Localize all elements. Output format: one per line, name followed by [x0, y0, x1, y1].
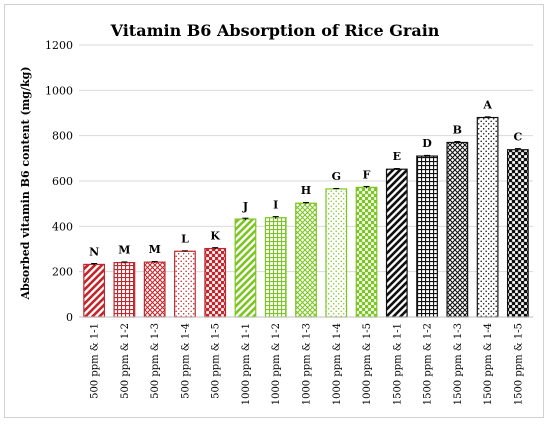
bar: [476, 116, 499, 318]
bar: [204, 247, 227, 318]
significance-letter: B: [453, 123, 462, 136]
bar: [143, 261, 166, 318]
bar: [355, 186, 378, 318]
x-tick-label: 1500 ppm & 1-5: [513, 323, 524, 405]
x-tick-label: 500 ppm & 1-5: [211, 323, 222, 399]
x-tick-label: 1000 ppm & 1-5: [362, 323, 373, 405]
significance-letter: K: [210, 230, 220, 243]
bar: [506, 149, 529, 318]
x-tick-label: 500 ppm & 1-2: [120, 323, 131, 399]
y-tick-label: 0: [66, 311, 73, 324]
y-tick-label: 400: [52, 220, 73, 233]
significance-letter: F: [363, 168, 371, 181]
chart-frame: Vitamin B6 Absorption of Rice Grain Abso…: [4, 4, 544, 418]
x-axis-ticks: 500 ppm & 1-1 500 ppm & 1-2 500 ppm & 1-3 5…: [90, 323, 525, 405]
y-tick-label: 800: [52, 130, 73, 143]
bar: [325, 188, 348, 318]
x-tick-label: 1000 ppm & 1-3: [302, 323, 313, 405]
bar: [416, 155, 438, 318]
x-tick-label: 500 ppm & 1-3: [150, 323, 161, 399]
chart-title: Vitamin B6 Absorption of Rice Grain: [110, 21, 440, 40]
significance-letter: H: [301, 184, 311, 197]
significance-letter: N: [89, 245, 99, 258]
significance-letter: E: [393, 150, 401, 163]
y-tick-label: 1000: [45, 84, 73, 97]
significance-letter: L: [181, 232, 189, 245]
x-tick-label: 1500 ppm & 1-1: [392, 323, 403, 405]
significance-letter: I: [273, 199, 278, 212]
bar: [264, 217, 287, 318]
significance-letter: A: [482, 99, 492, 112]
bar: [83, 263, 106, 318]
significance-letter: M: [118, 244, 130, 257]
bar: [385, 168, 408, 318]
bar-chart: Vitamin B6 Absorption of Rice Grain Abso…: [19, 21, 533, 405]
y-tick-label: 200: [52, 266, 73, 279]
bar: [174, 250, 196, 318]
x-tick-label: 1000 ppm & 1-1: [241, 323, 252, 405]
x-tick-label: 1500 ppm & 1-2: [423, 323, 434, 405]
bars: N M M L K J I H G F E D B A C: [83, 99, 529, 318]
x-tick-label: 500 ppm & 1-4: [180, 323, 191, 399]
y-axis-ticks: 0 200 400 600 800 1000 1200: [45, 39, 73, 324]
x-tick-label: 1500 ppm & 1-4: [483, 323, 494, 405]
y-tick-label: 600: [52, 175, 73, 188]
x-tick-label: 1000 ppm & 1-2: [271, 323, 282, 405]
x-tick-label: 500 ppm & 1-1: [90, 323, 101, 399]
x-tick-label: 1000 ppm & 1-4: [332, 323, 343, 405]
bar: [234, 218, 257, 318]
bar: [446, 141, 469, 318]
y-tick-label: 1200: [45, 39, 73, 52]
significance-letter: G: [332, 170, 341, 183]
significance-letter: J: [242, 200, 248, 213]
significance-letter: M: [149, 243, 161, 256]
bar: [295, 202, 317, 318]
y-axis-label: Absorbed vitamin B6 content (mg/kg): [19, 66, 32, 300]
significance-letter: D: [422, 137, 432, 150]
x-tick-label: 1500 ppm & 1-3: [453, 323, 464, 405]
significance-letter: C: [513, 131, 522, 144]
bar: [113, 262, 136, 318]
